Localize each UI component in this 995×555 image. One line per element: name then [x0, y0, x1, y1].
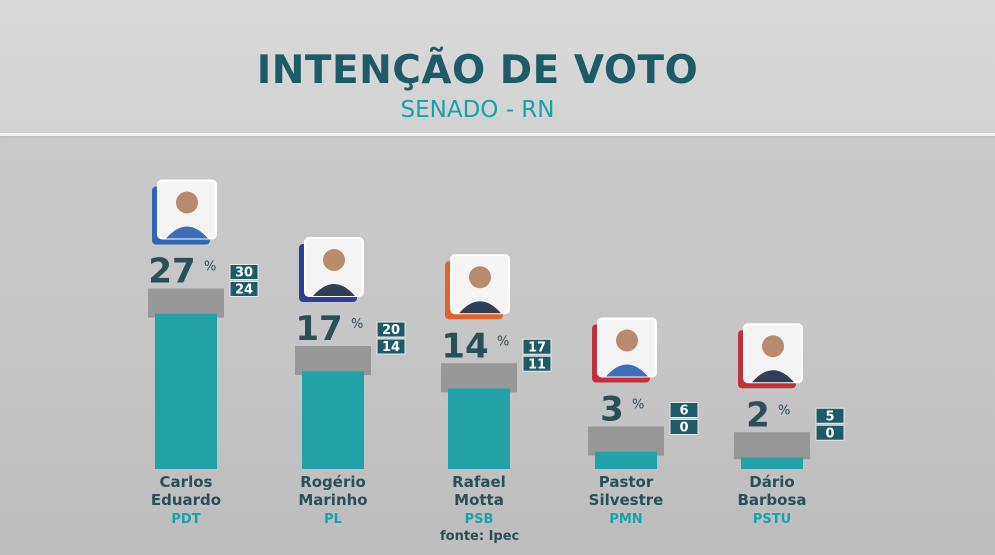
party-label-pastor: PMN	[609, 512, 642, 527]
header-band	[0, 0, 995, 134]
low-label-carlos: 24	[235, 283, 253, 298]
candidate-name-line2-carlos: Eduardo	[151, 491, 221, 509]
high-label-dário: 5	[825, 409, 834, 424]
error-range-band-rogério	[295, 346, 371, 376]
low-box-rogério	[376, 338, 406, 355]
candidate-name-line2-pastor: Silvestre	[589, 491, 664, 509]
bar-rogério	[302, 371, 364, 469]
percent-sign-rafael: %	[497, 334, 509, 349]
candidate-name-line2-rafael: Motta	[454, 491, 504, 509]
high-label-rafael: 17	[528, 340, 546, 355]
candidate-name-line1-dário: Dário	[749, 473, 794, 491]
low-box-carlos	[229, 281, 259, 297]
low-box-rafael	[522, 355, 552, 372]
percent-sign-dário: %	[778, 403, 790, 418]
candidate-name-line1-carlos: Carlos	[160, 473, 213, 491]
high-label-carlos: 30	[235, 266, 253, 281]
candidate-name-line1-rogério: Rogério	[300, 473, 366, 491]
low-label-dário: 0	[825, 426, 834, 441]
value-label-pastor: 3	[600, 390, 624, 430]
low-label-rogério: 14	[382, 340, 400, 355]
value-label-carlos: 27	[148, 252, 195, 292]
party-label-rafael: PSB	[465, 512, 494, 527]
low-box-pastor	[669, 419, 699, 435]
bar-dário	[741, 457, 803, 469]
high-box-rafael	[522, 338, 552, 355]
high-box-rogério	[376, 321, 406, 338]
candidate-name-line1-rafael: Rafael	[452, 473, 506, 491]
candidate-name-line2-dário: Barbosa	[737, 491, 806, 509]
party-label-rogério: PL	[324, 512, 342, 527]
error-range-band-dário	[734, 432, 810, 460]
chart-title: INTENÇÃO DE VOTO	[256, 48, 699, 93]
error-range-band-rafael	[441, 363, 517, 393]
value-label-rogério: 17	[295, 309, 342, 349]
high-box-carlos	[229, 264, 259, 280]
value-label-dário: 2	[746, 395, 770, 435]
chart-subtitle: SENADO - RN	[400, 97, 555, 123]
avatar-head-carlos	[176, 191, 198, 214]
avatar-head-dário	[762, 335, 784, 358]
high-box-pastor	[669, 402, 699, 418]
high-label-pastor: 6	[679, 404, 688, 419]
avatar-body-carlos	[166, 226, 208, 239]
percent-sign-carlos: %	[204, 260, 216, 275]
header-divider	[0, 133, 995, 136]
high-box-dário	[815, 407, 845, 424]
avatar-body-dário	[752, 370, 794, 383]
value-label-rafael: 14	[441, 326, 488, 366]
low-label-rafael: 11	[528, 357, 546, 372]
high-label-rogério: 20	[382, 323, 400, 338]
low-box-dário	[815, 424, 845, 441]
error-range-band-carlos	[148, 288, 224, 318]
bar-rafael	[448, 388, 510, 469]
avatar-body-rogério	[313, 284, 355, 296]
avatar-head-rafael	[469, 266, 491, 289]
avatar-body-rafael	[459, 301, 501, 314]
avatar-body-pastor	[606, 364, 648, 377]
source-label: fonte: Ipec	[440, 529, 520, 544]
party-label-carlos: PDT	[171, 512, 200, 527]
percent-sign-pastor: %	[632, 398, 644, 413]
error-range-band-pastor	[588, 426, 664, 456]
candidate-name-line2-rogério: Marinho	[298, 491, 367, 509]
bar-carlos	[155, 313, 217, 469]
low-label-pastor: 0	[679, 421, 688, 436]
percent-sign-rogério: %	[351, 317, 363, 332]
avatar-head-pastor	[616, 329, 638, 352]
party-label-dário: PSTU	[753, 512, 791, 527]
bar-pastor	[595, 451, 657, 469]
candidate-name-line1-pastor: Pastor	[599, 473, 654, 491]
avatar-head-rogério	[323, 249, 345, 271]
